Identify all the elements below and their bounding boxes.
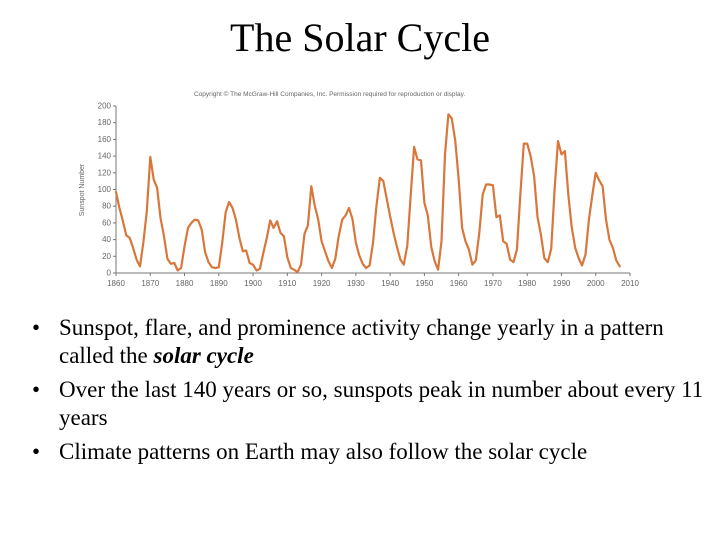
- x-tick-label: 1970: [484, 279, 502, 288]
- bullet-item: • Sunspot, flare, and prominence activit…: [32, 314, 704, 370]
- bullet-dot-icon: •: [32, 315, 41, 340]
- x-tick-label: 1880: [176, 279, 194, 288]
- x-tick-label: 1920: [313, 279, 331, 288]
- series-line-sunspot-number: [114, 113, 621, 274]
- bullet-dot-icon: •: [32, 439, 41, 464]
- x-tick-label: 1910: [278, 279, 296, 288]
- x-axis: 1860 1870 1880 1890 1900 1910 1920 1930 1940 1950…: [107, 272, 639, 288]
- y-tick-label: 160: [98, 135, 112, 144]
- x-tick-label: 1940: [381, 279, 399, 288]
- x-tick-label: 1870: [141, 279, 159, 288]
- bullet-emphasis: solar cycle: [153, 343, 254, 368]
- y-axis: 0 20 40 60 80 100 120 140 160 180 200: [98, 102, 117, 278]
- slide-title: The Solar Cycle: [230, 15, 490, 60]
- y-axis-label: Sunspot Number: [79, 163, 86, 216]
- x-tick-label: 1900: [244, 279, 262, 288]
- x-tick-label: 1960: [450, 279, 468, 288]
- bullet-item: • Climate patterns on Earth may also fol…: [32, 438, 704, 466]
- y-tick-label: 140: [98, 152, 112, 161]
- y-tick-label: 180: [98, 118, 112, 127]
- bullet-text: Climate patterns on Earth may also follo…: [59, 439, 588, 464]
- y-tick-label: 120: [98, 168, 112, 177]
- x-tick-label: 1860: [107, 279, 125, 288]
- y-tick-label: 40: [102, 235, 111, 244]
- bullet-dot-icon: •: [32, 377, 41, 402]
- x-tick-label: 2010: [621, 279, 639, 288]
- x-tick-label: 1930: [347, 279, 365, 288]
- chart-svg: Copyright © The McGraw-Hill Companies, I…: [79, 90, 639, 288]
- y-tick-label: 200: [98, 102, 112, 111]
- y-tick-label: 100: [98, 185, 112, 194]
- sunspot-chart: Copyright © The McGraw-Hill Companies, I…: [78, 84, 646, 294]
- y-tick-label: 0: [107, 269, 112, 278]
- bullet-list: • Sunspot, flare, and prominence activit…: [32, 314, 704, 472]
- x-tick-label: 1980: [518, 279, 536, 288]
- bullet-item: • Over the last 140 years or so, sunspot…: [32, 376, 704, 432]
- x-tick-label: 1950: [416, 279, 434, 288]
- x-tick-label: 1990: [553, 279, 571, 288]
- y-tick-label: 80: [102, 202, 111, 211]
- series-group: [114, 113, 621, 274]
- bullet-text: Sunspot, flare, and prominence activity …: [59, 315, 664, 368]
- x-tick-label: 2000: [587, 279, 605, 288]
- x-tick-label: 1890: [210, 279, 228, 288]
- bullet-text: Over the last 140 years or so, sunspots …: [59, 377, 704, 430]
- y-tick-label: 60: [102, 218, 111, 227]
- copyright-note: Copyright © The McGraw-Hill Companies, I…: [194, 90, 465, 98]
- y-tick-label: 20: [102, 252, 111, 261]
